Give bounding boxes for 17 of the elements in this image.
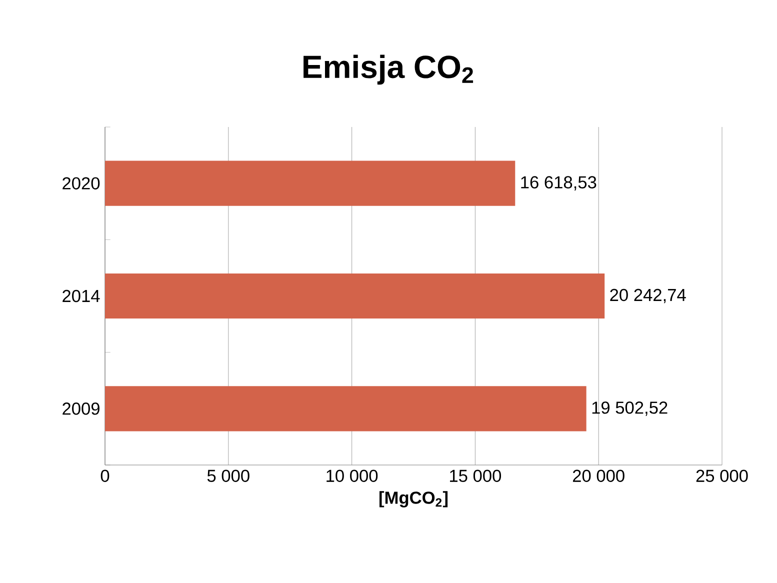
x-tick-label: 0 bbox=[100, 470, 110, 482]
data-label: 19 502,52 bbox=[592, 402, 668, 416]
y-tick-label: 2009 bbox=[62, 402, 100, 415]
bar bbox=[105, 273, 605, 319]
x-tick-label: 10 000 bbox=[326, 470, 378, 482]
data-label: 16 618,53 bbox=[521, 176, 596, 190]
x-tick-label: 15 000 bbox=[450, 470, 502, 482]
data-label: 20 242,74 bbox=[610, 288, 686, 304]
x-tick-label: 25 000 bbox=[696, 470, 748, 482]
bar bbox=[105, 386, 586, 432]
chart-title: Emisja CO$_{2}$ bbox=[304, 54, 474, 85]
x-tick-label: 20 000 bbox=[572, 470, 624, 482]
y-tick-label: 2014 bbox=[62, 290, 100, 302]
x-tick-label: 5 000 bbox=[207, 470, 250, 482]
x-axis-title: [MgCO$_{2}$] bbox=[379, 491, 448, 508]
y-tick-label: 2020 bbox=[62, 177, 100, 190]
bar bbox=[105, 160, 516, 206]
